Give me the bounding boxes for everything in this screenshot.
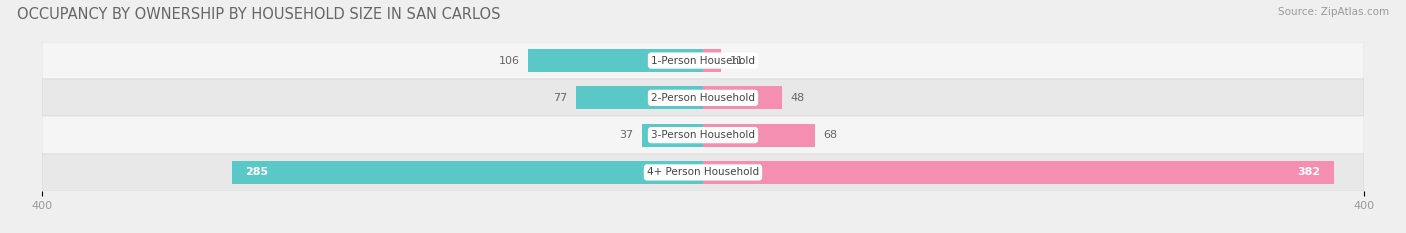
Bar — [703, 49, 721, 72]
Bar — [232, 161, 703, 184]
Text: 3-Person Household: 3-Person Household — [651, 130, 755, 140]
Bar — [643, 123, 703, 147]
Text: 77: 77 — [554, 93, 568, 103]
Text: 2-Person Household: 2-Person Household — [651, 93, 755, 103]
Text: 68: 68 — [824, 130, 838, 140]
Text: Source: ZipAtlas.com: Source: ZipAtlas.com — [1278, 7, 1389, 17]
Bar — [42, 79, 1364, 116]
Text: 4+ Person Household: 4+ Person Household — [647, 168, 759, 177]
Text: 48: 48 — [790, 93, 804, 103]
Bar — [703, 86, 782, 110]
Bar — [42, 154, 1364, 191]
Text: 37: 37 — [620, 130, 634, 140]
Text: 106: 106 — [499, 56, 520, 65]
Bar — [703, 123, 815, 147]
Bar — [42, 116, 1364, 154]
Bar — [527, 49, 703, 72]
Bar — [42, 42, 1364, 79]
Text: 11: 11 — [730, 56, 744, 65]
Text: OCCUPANCY BY OWNERSHIP BY HOUSEHOLD SIZE IN SAN CARLOS: OCCUPANCY BY OWNERSHIP BY HOUSEHOLD SIZE… — [17, 7, 501, 22]
Text: 285: 285 — [246, 168, 269, 177]
Bar — [576, 86, 703, 110]
Text: 1-Person Household: 1-Person Household — [651, 56, 755, 65]
Bar — [703, 161, 1334, 184]
Text: 382: 382 — [1298, 168, 1320, 177]
